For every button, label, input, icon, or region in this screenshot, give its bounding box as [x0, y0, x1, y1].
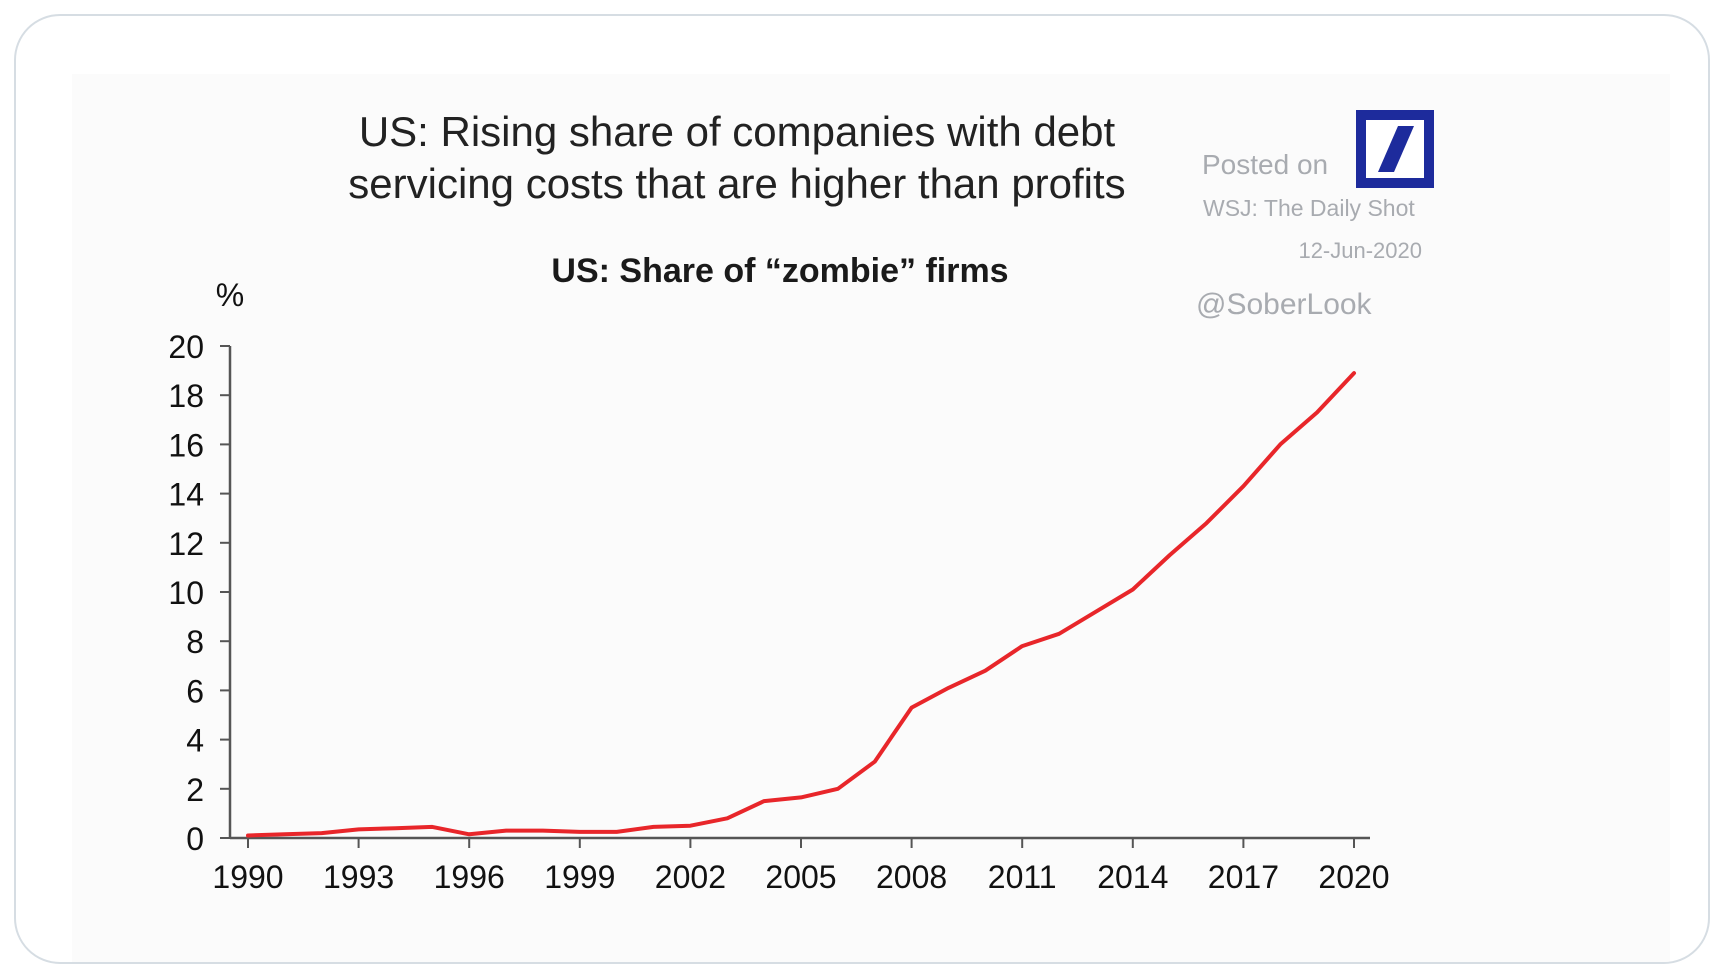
- chart-figure: US: Rising share of companies with debt …: [72, 74, 1670, 962]
- chart-svg: US: Rising share of companies with debt …: [168, 108, 1434, 895]
- chart-subtitle: US: Share of “zombie” firms: [551, 252, 1008, 290]
- y-tick-label: 0: [186, 821, 204, 857]
- handle-label: @SoberLook: [1196, 288, 1373, 321]
- y-ticks: 0 2 4 6 8 10 12 14 16 18 20: [168, 329, 230, 857]
- bank-logo-slash: [1378, 126, 1414, 172]
- y-axis-label: %: [216, 277, 244, 313]
- chart-title-line-1: US: Rising share of companies with debt: [359, 108, 1116, 155]
- y-tick-label: 12: [168, 526, 204, 562]
- y-tick-label: 6: [186, 673, 204, 709]
- source-label: WSJ: The Daily Shot: [1203, 195, 1415, 221]
- y-tick-label: 16: [168, 427, 204, 463]
- x-tick-label: 1993: [323, 859, 394, 895]
- chart-title-line-2: servicing costs that are higher than pro…: [348, 160, 1125, 207]
- x-tick-label: 2017: [1208, 859, 1279, 895]
- x-tick-label: 2005: [765, 859, 836, 895]
- series-layer: [246, 371, 1356, 838]
- y-tick-label: 20: [168, 329, 204, 365]
- x-tick-label: 2008: [876, 859, 947, 895]
- y-tick-label: 14: [168, 477, 204, 513]
- x-tick-label: 2011: [988, 859, 1057, 895]
- x-tick-label: 2020: [1318, 859, 1389, 895]
- x-tick-label: 2002: [655, 859, 726, 895]
- y-tick-label: 4: [186, 723, 204, 759]
- date-label: 12-Jun-2020: [1298, 238, 1422, 263]
- x-tick-label: 1990: [212, 859, 283, 895]
- series-line-zombie-share: [246, 371, 1356, 838]
- x-tick-label: 1999: [544, 859, 615, 895]
- tweet-media-card: US: Rising share of companies with debt …: [14, 14, 1710, 964]
- x-tick-label: 1996: [434, 859, 505, 895]
- y-tick-label: 18: [168, 378, 204, 414]
- y-tick-label: 8: [186, 624, 204, 660]
- posted-on-label: Posted on: [1202, 149, 1328, 180]
- y-tick-label: 10: [168, 575, 204, 611]
- x-ticks: 1990 1993 1996 1999 2002 2005 2008 2011 2014 2017…: [212, 838, 1390, 895]
- y-tick-label: 2: [186, 772, 204, 808]
- bank-logo: [1356, 110, 1434, 188]
- x-tick-label: 2014: [1097, 859, 1168, 895]
